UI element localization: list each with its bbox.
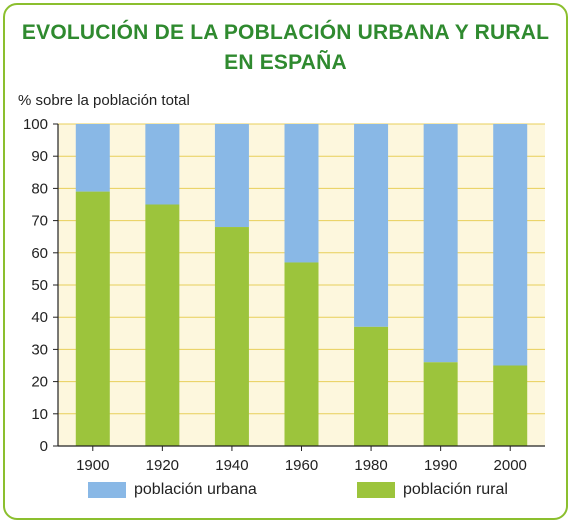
bar-rural-1980 — [354, 326, 389, 446]
y-tick-label: 80 — [31, 180, 48, 197]
x-tick-label: 1940 — [215, 457, 248, 474]
x-tick-label: 1980 — [354, 457, 387, 474]
legend-item-rural: población rural — [357, 480, 508, 500]
y-tick-label: 90 — [31, 148, 48, 165]
y-tick-label: 100 — [23, 116, 48, 133]
x-tick-label: 2000 — [494, 457, 527, 474]
bar-urban-2000 — [493, 124, 528, 366]
legend-label-urban: población urbana — [134, 481, 257, 498]
y-tick-label: 0 — [40, 438, 48, 455]
bar-rural-1940 — [214, 227, 249, 446]
bar-rural-1960 — [284, 262, 319, 446]
bar-rural-1990 — [423, 362, 458, 446]
x-tick-label: 1990 — [424, 457, 457, 474]
y-tick-label: 50 — [31, 277, 48, 294]
bar-urban-1980 — [354, 124, 389, 327]
y-tick-label: 60 — [31, 245, 48, 262]
bar-rural-1900 — [75, 191, 110, 446]
legend-swatch-rural — [357, 482, 395, 498]
y-tick-label: 10 — [31, 406, 48, 423]
bar-rural-2000 — [493, 365, 528, 446]
bar-urban-1920 — [145, 124, 180, 205]
x-tick-label: 1920 — [146, 457, 179, 474]
y-tick-label: 20 — [31, 374, 48, 391]
y-tick-label: 70 — [31, 213, 48, 230]
chart-title-line-2: EN ESPAÑA — [224, 51, 347, 74]
legend-item-urban: población urbana — [88, 480, 257, 500]
legend-swatch-urban — [88, 482, 126, 498]
y-axis-label: % sobre la población total — [18, 92, 190, 109]
chart-title-line-1: EVOLUCIÓN DE LA POBLACIÓN URBANA Y RURAL — [21, 21, 550, 44]
y-tick-label: 40 — [31, 309, 48, 326]
bar-urban-1940 — [214, 124, 249, 228]
bar-urban-1960 — [284, 124, 319, 263]
bar-urban-1990 — [423, 124, 458, 363]
x-tick-label: 1960 — [285, 457, 318, 474]
bar-urban-1900 — [75, 124, 110, 192]
y-tick-label: 30 — [31, 341, 48, 358]
bar-rural-1920 — [145, 204, 180, 446]
legend-label-rural: población rural — [403, 481, 508, 498]
x-tick-label: 1900 — [76, 457, 109, 474]
